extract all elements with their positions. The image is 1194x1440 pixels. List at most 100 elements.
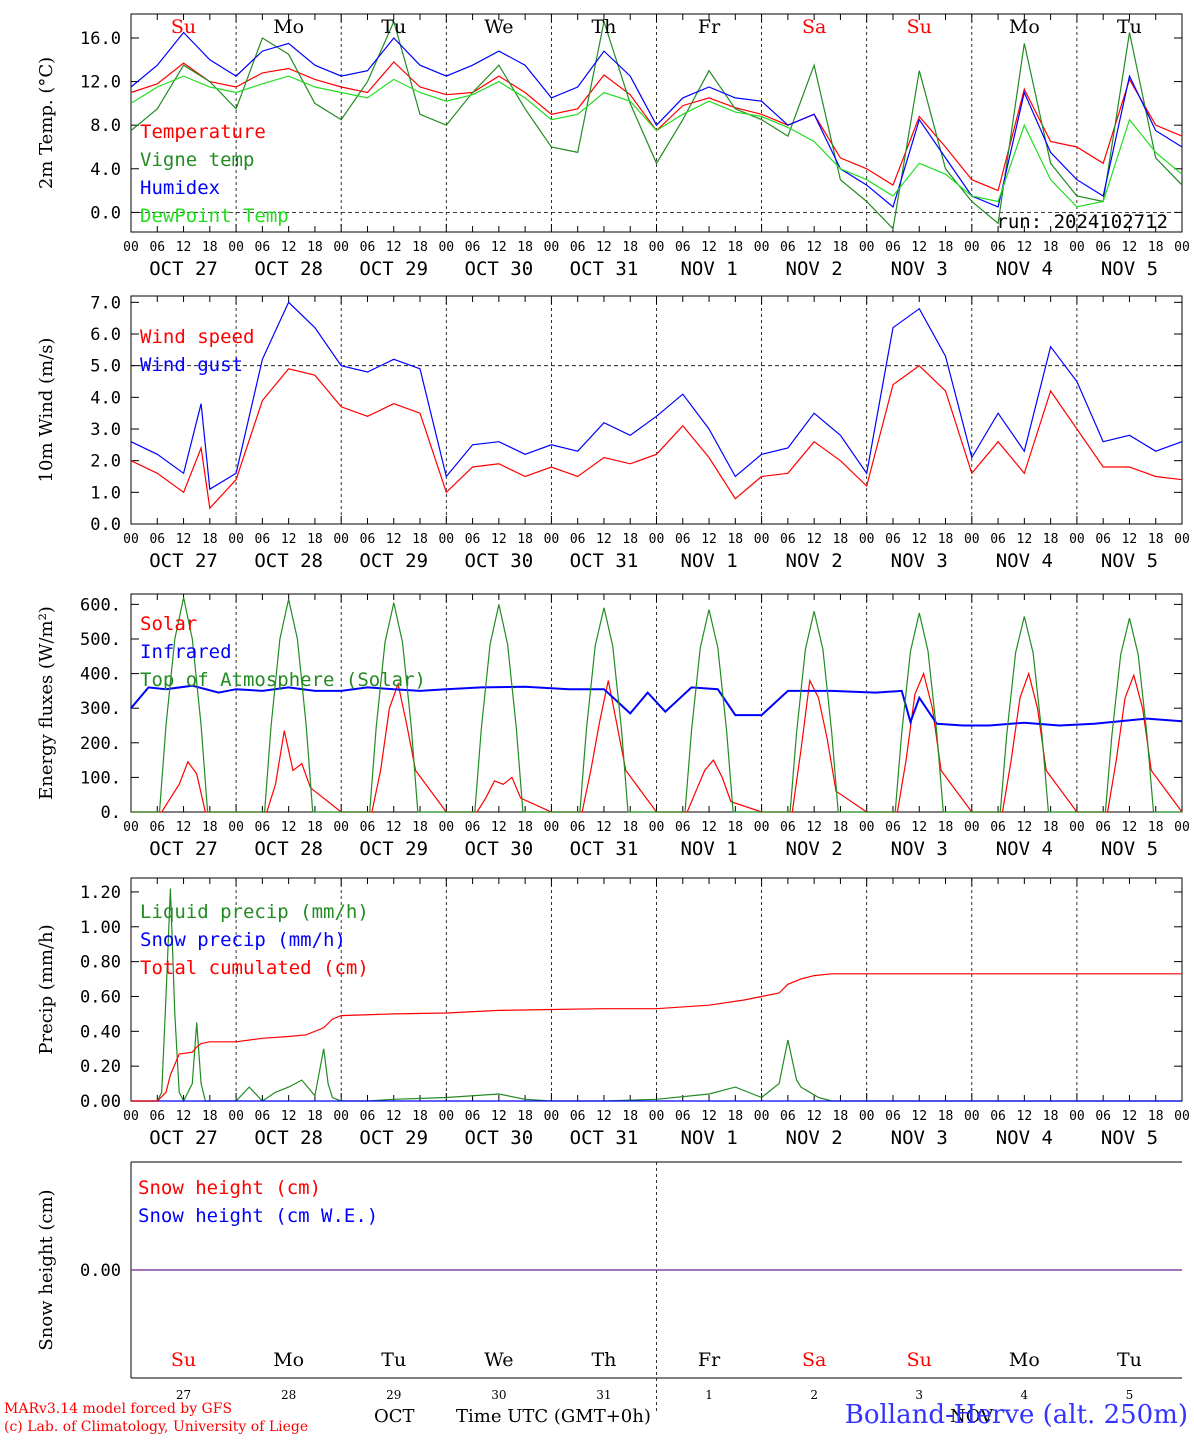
panel-3-series-green [131, 597, 1182, 813]
panel-3-legend-entry: Top of Atmosphere (Solar) [140, 669, 426, 691]
panel-1-hour-label: 00 [649, 240, 665, 255]
panel-2-date-label: OCT 30 [465, 550, 534, 572]
panel-1-hour-label: 18 [1043, 240, 1059, 255]
panel-3-date-label: NOV 2 [786, 838, 843, 860]
weekday-label-bottom: Su [907, 1349, 932, 1371]
panel-4-date-label: OCT 27 [149, 1127, 218, 1149]
panel-2-hour-label: 06 [780, 532, 796, 547]
panel-1-hour-label: 00 [333, 240, 349, 255]
panel-4-hour-label: 18 [727, 1109, 743, 1124]
panel-2-hour-label: 18 [412, 532, 428, 547]
panel-1-date-label: NOV 5 [1101, 258, 1158, 280]
panel-5-y-tick-label: 0.00 [80, 1261, 121, 1281]
panel-3-hour-label: 06 [885, 820, 901, 835]
panel-4-hour-label: 06 [570, 1109, 586, 1124]
panel-1-hour-label: 06 [1095, 240, 1111, 255]
day-number-label: 5 [1126, 1388, 1134, 1402]
weekday-label-bottom: Su [171, 1349, 196, 1371]
panel-4-hour-label: 12 [701, 1109, 717, 1124]
panel-2-y-tick-label: 5.0 [90, 357, 121, 377]
panel-4-y-tick-label: 0.60 [80, 987, 121, 1007]
panel-2-hour-label: 06 [885, 532, 901, 547]
panel-4-hour-label: 00 [1174, 1109, 1190, 1124]
panel-2-y-tick-label: 3.0 [90, 420, 121, 440]
panel-1-hour-label: 18 [622, 240, 638, 255]
panel-4-hour-label: 12 [596, 1109, 612, 1124]
panel-3-hour-label: 18 [833, 820, 849, 835]
panel-3-date-label: NOV 1 [680, 838, 737, 860]
panel-2-hour-label: 00 [964, 532, 980, 547]
weekday-label-bottom: Mo [1009, 1349, 1040, 1371]
panel-4-hour-label: 12 [386, 1109, 402, 1124]
panel-3-hour-label: 18 [307, 820, 323, 835]
panel-3-hour-label: 12 [386, 820, 402, 835]
panel-4-hour-label: 06 [885, 1109, 901, 1124]
panel-4-date-label: OCT 29 [359, 1127, 428, 1149]
panel-1-date-label: NOV 4 [996, 258, 1053, 280]
panel-1-hour-label: 18 [938, 240, 954, 255]
panel-4-date-label: NOV 1 [680, 1127, 737, 1149]
panel-2-hour-label: 18 [1148, 532, 1164, 547]
panel-2-hour-label: 12 [1017, 532, 1033, 547]
panel-1-hour-label: 00 [859, 240, 875, 255]
panel-3-hour-label: 12 [1122, 820, 1138, 835]
panel-2-hour-label: 18 [517, 532, 533, 547]
panel-3-hour-label: 00 [438, 820, 454, 835]
panel-2-hour-label: 00 [438, 532, 454, 547]
panel-3-hour-label: 00 [123, 820, 139, 835]
panel-4-hour-label: 06 [780, 1109, 796, 1124]
panel-4-hour-label: 12 [491, 1109, 507, 1124]
panel-3-hour-label: 18 [412, 820, 428, 835]
weekday-label-bottom: We [484, 1349, 513, 1371]
panel-3-hour-label: 00 [333, 820, 349, 835]
panel-1-hour-label: 12 [701, 240, 717, 255]
panel-5-y-axis-label: Snow height (cm) [36, 1189, 57, 1350]
panel-3-hour-label: 18 [202, 820, 218, 835]
panel-2-hour-label: 18 [938, 532, 954, 547]
day-number-label: 2 [810, 1388, 818, 1402]
panel-3-date-label: OCT 30 [465, 838, 534, 860]
panel-1-y-tick-label: 0.0 [90, 203, 121, 223]
panel-4-y-tick-label: 0.00 [80, 1092, 121, 1112]
panel-1-legend-entry: Vigne temp [140, 149, 254, 171]
panel-3-hour-label: 18 [1043, 820, 1059, 835]
panel-4-date-label: NOV 5 [1101, 1127, 1158, 1149]
panel-4-hour-label: 00 [964, 1109, 980, 1124]
panel-2-hour-label: 12 [491, 532, 507, 547]
panel-4-hour-label: 18 [622, 1109, 638, 1124]
panel-1-hour-label: 06 [570, 240, 586, 255]
month-label-oct: OCT [374, 1406, 415, 1427]
panel-2-hour-label: 06 [1095, 532, 1111, 547]
panel-3-hour-label: 06 [465, 820, 481, 835]
panel-2-hour-label: 00 [333, 532, 349, 547]
panel-3-hour-label: 12 [701, 820, 717, 835]
panel-1-hour-label: 06 [780, 240, 796, 255]
panel-2-y-tick-label: 1.0 [90, 483, 121, 503]
panel-3-hour-label: 00 [228, 820, 244, 835]
panel-3-hour-label: 18 [938, 820, 954, 835]
panel-1-legend-entry: Temperature [140, 121, 266, 143]
panel-3-date-label: OCT 28 [254, 838, 323, 860]
panel-3-hour-label: 06 [360, 820, 376, 835]
panel-3-date-label: OCT 31 [570, 838, 639, 860]
panel-1-hour-label: 18 [727, 240, 743, 255]
panel-4-hour-label: 00 [1069, 1109, 1085, 1124]
panel-4-y-tick-label: 1.00 [80, 918, 121, 938]
panel-2-hour-label: 12 [911, 532, 927, 547]
panel-3-hour-label: 00 [1069, 820, 1085, 835]
panel-4-hour-label: 18 [412, 1109, 428, 1124]
panel-1-date-label: NOV 1 [680, 258, 737, 280]
panel-3-hour-label: 06 [990, 820, 1006, 835]
panel-1-hour-label: 12 [386, 240, 402, 255]
panel-3-y-tick-label: 500. [80, 630, 121, 650]
panel-4-hour-label: 18 [938, 1109, 954, 1124]
panel-2-hour-label: 06 [570, 532, 586, 547]
panel-3-hour-label: 00 [754, 820, 770, 835]
panel-3-hour-label: 06 [780, 820, 796, 835]
panel-4-legend-entry: Snow precip (mm/h) [140, 929, 346, 951]
panel-3-hour-label: 18 [517, 820, 533, 835]
panel-1-hour-label: 00 [1069, 240, 1085, 255]
panel-4-hour-label: 12 [1017, 1109, 1033, 1124]
panel-2-series-blue [130, 301, 1183, 491]
panel-2-y-tick-label: 7.0 [90, 293, 121, 313]
